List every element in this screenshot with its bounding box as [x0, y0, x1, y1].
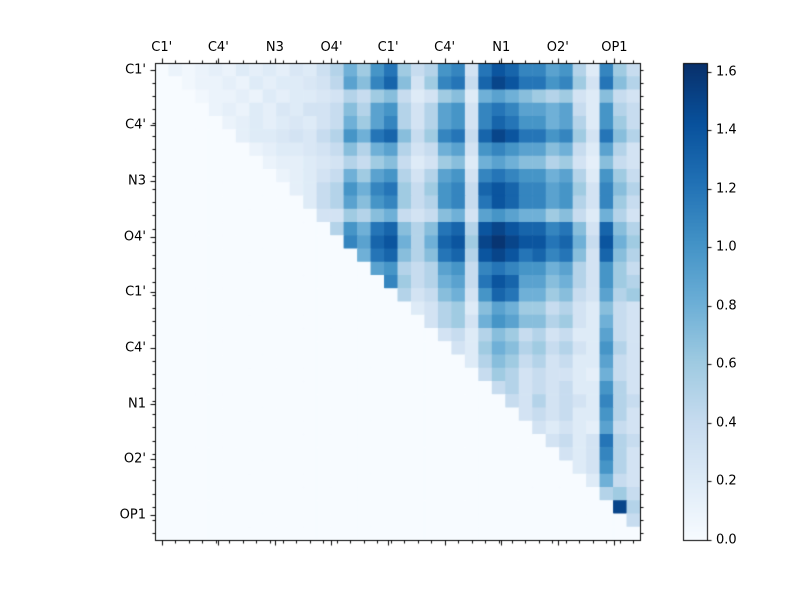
figure: C1' C1' C4' C4' N3 N3 O4' O4' C1' C1' C4' C4' N1 N1 O2…	[0, 0, 800, 600]
heatmap-canvas	[0, 0, 800, 600]
